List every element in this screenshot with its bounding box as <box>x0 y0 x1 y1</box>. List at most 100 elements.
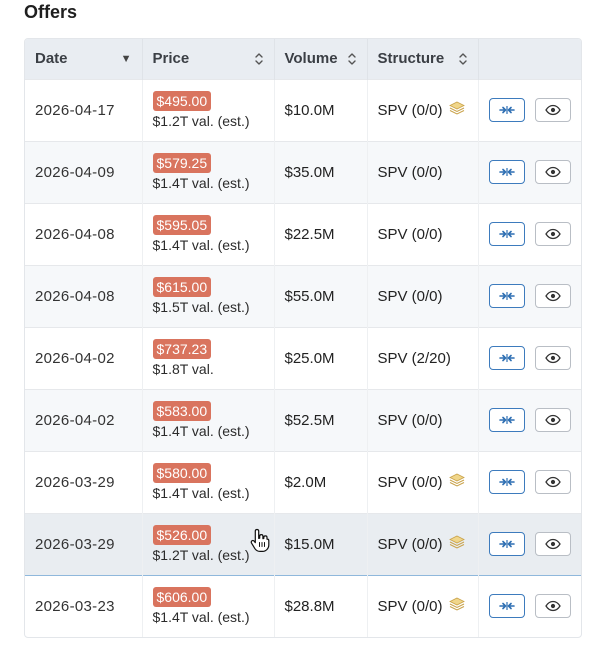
valuation-text: $1.4T val. (est.) <box>152 485 250 501</box>
compare-button[interactable] <box>488 346 525 370</box>
arrows-collapse-icon <box>498 166 515 178</box>
volume-value: $22.5M <box>284 225 335 243</box>
table-row[interactable]: 2026-04-08 $615.00 $1.5T val. (est.) $55.0M… <box>25 264 581 327</box>
offer-date: 2026-04-08 <box>35 287 115 305</box>
view-button[interactable] <box>534 222 571 246</box>
structure-value: SPV (0/0) <box>377 163 443 181</box>
cell-actions <box>478 326 581 389</box>
offer-date: 2026-04-02 <box>35 411 115 429</box>
sort-icon[interactable] <box>347 52 357 66</box>
column-header-price[interactable]: Price <box>142 39 275 79</box>
sort-desc-icon[interactable]: ▼ <box>120 52 132 65</box>
volume-value: $15.0M <box>284 535 335 553</box>
eye-icon <box>544 166 561 178</box>
eye-icon <box>544 600 561 612</box>
valuation-text: $1.5T val. (est.) <box>152 299 250 315</box>
view-button[interactable] <box>534 594 571 619</box>
column-header-date[interactable]: Date ▼ <box>25 39 143 79</box>
page-title: Offers <box>24 2 78 22</box>
cell-structure: SPV (0/0) <box>367 574 479 637</box>
cell-date: 2026-04-02 <box>25 326 143 389</box>
compare-button[interactable] <box>488 160 525 184</box>
table-row[interactable]: 2026-04-17 $495.00 $1.2T val. (est.) $10.0M… <box>25 78 581 141</box>
cell-structure: SPV (0/0) <box>367 78 479 141</box>
volume-value: $2.0M <box>284 473 327 491</box>
view-button[interactable] <box>534 346 571 370</box>
cell-volume: $52.5M <box>274 388 368 451</box>
cell-volume: $15.0M <box>274 512 368 575</box>
cell-date: 2026-04-02 <box>25 388 143 451</box>
valuation-text: $1.4T val. (est.) <box>152 175 250 191</box>
compare-button[interactable] <box>488 284 525 308</box>
compare-button[interactable] <box>488 408 525 432</box>
sort-icon[interactable] <box>458 52 468 66</box>
table-row[interactable]: 2026-04-02 $737.23 $1.8T val. $25.0M SPV (2/… <box>25 326 581 389</box>
stack-icon <box>448 473 465 491</box>
cell-date: 2026-04-08 <box>25 202 143 265</box>
view-button[interactable] <box>534 470 571 494</box>
offers-table-container: Date ▼ Price Volume Structure 2026-04-17 $495… <box>24 38 582 638</box>
offer-date: 2026-04-08 <box>35 225 115 243</box>
cell-price: $495.00 $1.2T val. (est.) <box>142 78 275 141</box>
offer-date: 2026-03-23 <box>35 597 115 615</box>
cell-volume: $22.5M <box>274 202 368 265</box>
view-button[interactable] <box>534 98 571 122</box>
cell-date: 2026-04-17 <box>25 78 143 141</box>
volume-value: $35.0M <box>284 163 335 181</box>
column-header-label: Volume <box>284 50 338 68</box>
view-button[interactable] <box>534 532 571 556</box>
arrows-collapse-icon <box>498 290 515 302</box>
cell-structure: SPV (2/20) <box>367 326 479 389</box>
cell-price: $606.00 $1.4T val. (est.) <box>142 574 275 637</box>
volume-value: $28.8M <box>284 597 335 615</box>
column-header-label: Structure <box>377 50 445 68</box>
table-row[interactable]: 2026-04-08 $595.05 $1.4T val. (est.) $22.5M… <box>25 202 581 265</box>
view-button[interactable] <box>534 160 571 184</box>
cell-date: 2026-03-29 <box>25 450 143 513</box>
price-badge: $526.00 <box>152 525 212 545</box>
offer-date: 2026-03-29 <box>35 535 115 553</box>
eye-icon <box>544 104 561 116</box>
cell-date: 2026-04-09 <box>25 140 143 203</box>
table-body: 2026-04-17 $495.00 $1.2T val. (est.) $10.0M… <box>25 78 581 637</box>
compare-button[interactable] <box>488 532 525 556</box>
compare-button[interactable] <box>488 594 525 619</box>
compare-button[interactable] <box>488 470 525 494</box>
compare-button[interactable] <box>488 222 525 246</box>
cell-price: $579.25 $1.4T val. (est.) <box>142 140 275 203</box>
cell-date: 2026-04-08 <box>25 264 143 327</box>
eye-icon <box>544 414 561 426</box>
sort-icon[interactable] <box>254 52 264 66</box>
price-badge: $580.00 <box>152 463 212 483</box>
price-badge: $495.00 <box>152 91 212 111</box>
table-row[interactable]: 2026-03-23 $606.00 $1.4T val. (est.) $28.8M… <box>25 574 581 637</box>
valuation-text: $1.8T val. <box>152 361 214 377</box>
hand-cursor-icon <box>250 528 270 552</box>
view-button[interactable] <box>534 284 571 308</box>
table-row[interactable]: 2026-04-09 $579.25 $1.4T val. (est.) $35.0M… <box>25 140 581 203</box>
structure-value: SPV (0/0) <box>377 101 443 119</box>
table-row[interactable]: 2026-04-02 $583.00 $1.4T val. (est.) $52.5M… <box>25 388 581 451</box>
cell-structure: SPV (0/0) <box>367 512 479 575</box>
column-header-volume[interactable]: Volume <box>274 39 368 79</box>
table-row[interactable]: 2026-03-29 $526.00 $1.2T val. (est.) $15.0M… <box>25 512 581 575</box>
cell-price: $595.05 $1.4T val. (est.) <box>142 202 275 265</box>
view-button[interactable] <box>534 408 571 432</box>
table-row[interactable]: 2026-03-29 $580.00 $1.4T val. (est.) $2.0M S… <box>25 450 581 513</box>
cell-actions <box>478 140 581 203</box>
cell-price: $583.00 $1.4T val. (est.) <box>142 388 275 451</box>
structure-value: SPV (0/0) <box>377 597 443 615</box>
cell-structure: SPV (0/0) <box>367 202 479 265</box>
structure-value: SPV (0/0) <box>377 225 443 243</box>
compare-button[interactable] <box>488 98 525 122</box>
eye-icon <box>544 228 561 240</box>
cell-date: 2026-03-23 <box>25 574 143 637</box>
volume-value: $52.5M <box>284 411 335 429</box>
eye-icon <box>544 290 561 302</box>
structure-value: SPV (2/20) <box>377 349 451 367</box>
offer-date: 2026-04-02 <box>35 349 115 367</box>
column-header-structure[interactable]: Structure <box>367 39 479 79</box>
valuation-text: $1.4T val. (est.) <box>152 423 250 439</box>
price-badge: $606.00 <box>152 587 212 608</box>
cell-actions <box>478 450 581 513</box>
